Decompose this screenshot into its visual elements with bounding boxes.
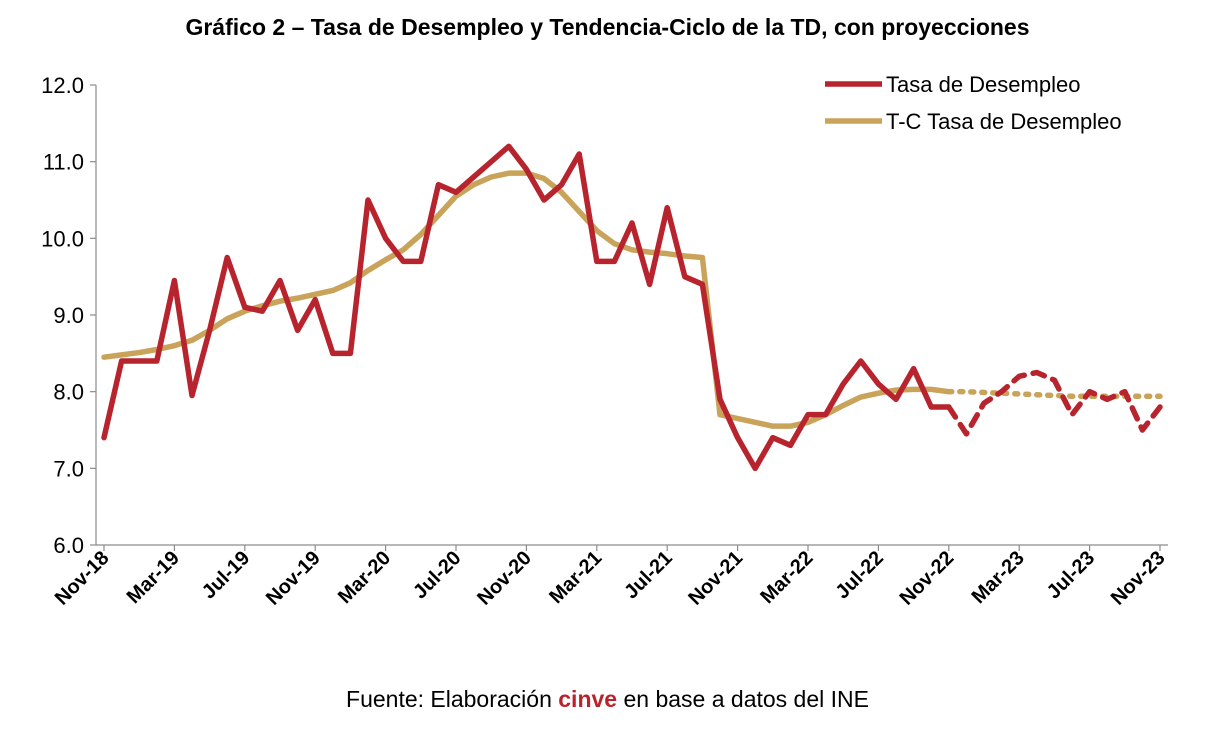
series-line-1 xyxy=(101,170,952,429)
x-tick-label: Mar-19 xyxy=(123,547,184,608)
y-tick-label: 11.0 xyxy=(43,150,84,175)
x-tick-label: Jul-23 xyxy=(1043,547,1099,603)
source-suffix: en base a datos del INE xyxy=(617,686,869,712)
legend-label: Tasa de Desempleo xyxy=(886,72,1080,97)
series-line-0 xyxy=(101,143,952,472)
line-chart: 12.0 11.0 10.0 9.0 8.0 7.0 6.0 Nov-18 Mar-19 Jul… xyxy=(41,72,1170,610)
source-brand: cinve xyxy=(558,686,618,712)
x-tick-label: Jul-21 xyxy=(620,547,676,603)
series-layer xyxy=(101,143,1163,472)
x-tick-label: Nov-22 xyxy=(896,547,959,610)
axes xyxy=(95,85,1168,546)
y-axis-ticks: 12.0 11.0 10.0 9.0 8.0 7.0 6.0 xyxy=(41,73,96,558)
y-tick-label: 9.0 xyxy=(53,303,84,328)
y-tick-label: 12.0 xyxy=(41,73,84,98)
source-prefix: Fuente: Elaboración xyxy=(346,686,559,712)
y-tick-label: 7.0 xyxy=(53,456,84,481)
x-tick-label: Nov-19 xyxy=(262,547,325,610)
x-tick-label: Nov-21 xyxy=(684,547,747,610)
y-tick-label: 8.0 xyxy=(53,380,84,405)
legend-label: T-C Tasa de Desempleo xyxy=(886,109,1122,134)
x-tick-label: Jul-20 xyxy=(409,547,465,603)
x-tick-label: Nov-20 xyxy=(473,547,536,610)
source-note: Fuente: Elaboración cinve en base a dato… xyxy=(0,686,1215,713)
legend: Tasa de Desempleo T-C Tasa de Desempleo xyxy=(825,72,1122,134)
chart-title: Gráfico 2 – Tasa de Desempleo y Tendenci… xyxy=(185,14,1030,40)
y-tick-label: 6.0 xyxy=(53,533,84,558)
y-tick-label: 10.0 xyxy=(41,226,84,251)
x-tick-label: Nov-23 xyxy=(1107,547,1170,610)
x-axis-ticks: Nov-18 Mar-19 Jul-19 Nov-19 Mar-20 Jul-20 Nov-… xyxy=(51,545,1170,610)
x-tick-label: Mar-22 xyxy=(756,547,817,608)
x-tick-label: Mar-23 xyxy=(968,547,1029,608)
x-tick-label: Jul-22 xyxy=(831,547,887,603)
x-tick-label: Mar-21 xyxy=(545,547,606,608)
x-tick-label: Jul-19 xyxy=(198,547,254,603)
series-projection-0 xyxy=(946,369,1163,437)
x-tick-label: Mar-20 xyxy=(334,547,395,608)
